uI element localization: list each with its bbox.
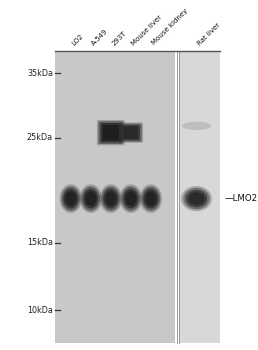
FancyBboxPatch shape: [120, 124, 142, 142]
Text: LO2: LO2: [71, 33, 84, 46]
Ellipse shape: [182, 122, 211, 130]
Ellipse shape: [81, 187, 100, 211]
Ellipse shape: [123, 189, 138, 209]
Text: A-549: A-549: [91, 28, 109, 46]
Ellipse shape: [103, 189, 118, 209]
Bar: [179, 51, 220, 343]
FancyBboxPatch shape: [97, 120, 125, 145]
Ellipse shape: [189, 192, 204, 205]
Ellipse shape: [140, 184, 162, 213]
Text: Rat liver: Rat liver: [197, 21, 221, 46]
Ellipse shape: [63, 189, 78, 209]
Text: —LMO2: —LMO2: [224, 194, 257, 203]
Ellipse shape: [141, 187, 160, 211]
Ellipse shape: [61, 187, 80, 211]
Text: 35kDa: 35kDa: [27, 69, 53, 78]
Ellipse shape: [101, 187, 120, 211]
Text: 25kDa: 25kDa: [27, 133, 53, 142]
Ellipse shape: [80, 184, 102, 213]
FancyBboxPatch shape: [103, 125, 119, 140]
Ellipse shape: [143, 189, 158, 209]
FancyBboxPatch shape: [124, 126, 138, 139]
Ellipse shape: [183, 188, 210, 209]
Text: Mouse liver: Mouse liver: [131, 14, 164, 46]
Ellipse shape: [181, 186, 212, 211]
Ellipse shape: [60, 184, 82, 213]
Ellipse shape: [122, 187, 140, 211]
Ellipse shape: [145, 191, 156, 206]
Ellipse shape: [100, 184, 122, 213]
FancyBboxPatch shape: [119, 122, 143, 143]
Text: 15kDa: 15kDa: [27, 238, 53, 247]
Ellipse shape: [105, 191, 116, 206]
Ellipse shape: [186, 190, 207, 207]
FancyBboxPatch shape: [99, 121, 123, 144]
Ellipse shape: [85, 191, 96, 206]
Ellipse shape: [83, 189, 98, 209]
Ellipse shape: [65, 191, 76, 206]
Ellipse shape: [120, 184, 142, 213]
Ellipse shape: [125, 191, 136, 206]
FancyBboxPatch shape: [101, 123, 121, 142]
FancyBboxPatch shape: [122, 125, 140, 140]
Text: 293T: 293T: [111, 30, 127, 46]
Text: 10kDa: 10kDa: [27, 306, 53, 315]
Text: Mouse kidney: Mouse kidney: [151, 8, 189, 46]
Bar: [55, 51, 175, 343]
